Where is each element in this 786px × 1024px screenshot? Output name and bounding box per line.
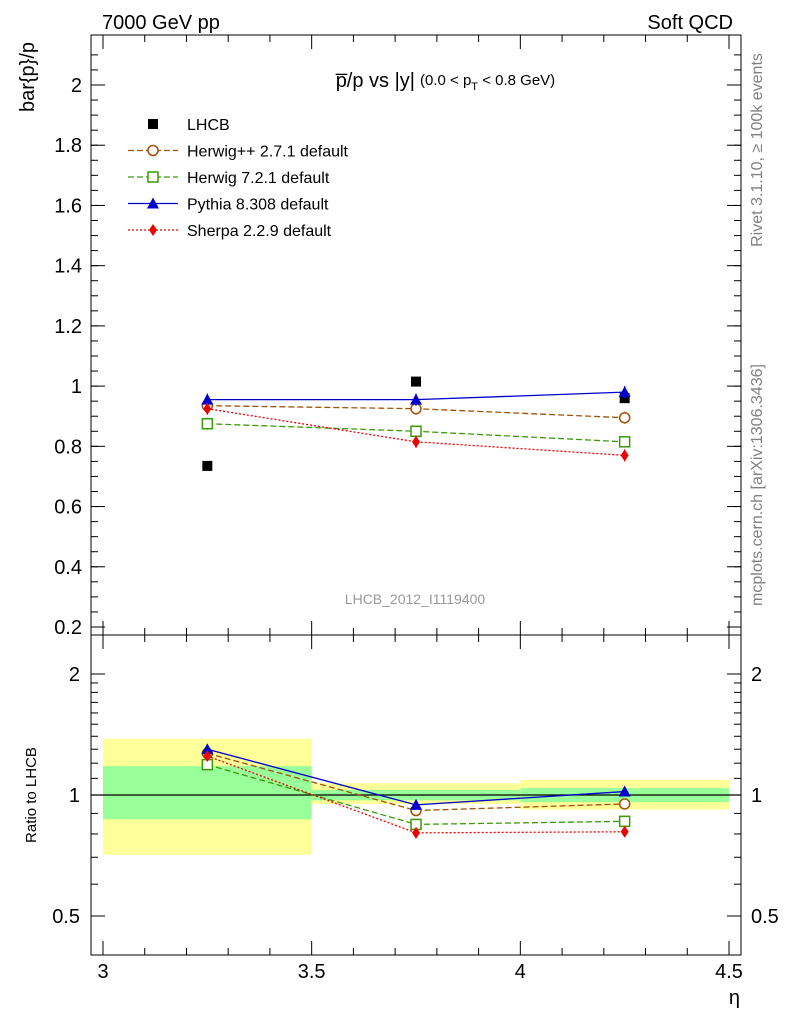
legend-label-herwig7: Herwig 7.2.1 default — [187, 170, 330, 187]
header-left-label: 7000 GeV pp — [102, 12, 220, 34]
data-point-herwig7 — [410, 425, 422, 438]
ratio-band-inner — [103, 766, 312, 820]
legend-label-herwigpp: Herwig++ 2.7.1 default — [187, 144, 349, 161]
x-tick-label: 4 — [515, 961, 526, 983]
data-point-herwig7 — [201, 418, 214, 430]
ratio-y-tick-label-right: 0.5 — [751, 906, 779, 928]
ratio-axis-ticks: 0.5 0.5 1 1 2 2 3 3.5 4 4.5 — [52, 635, 779, 983]
ratio-point-herwig7 — [618, 815, 631, 828]
ratio-point-herwigpp — [618, 798, 631, 810]
legend-label-data: LHCB — [187, 117, 230, 134]
data-point-data — [202, 460, 213, 471]
y-tick-label: 1.2 — [54, 316, 82, 338]
main-y-axis-label: bar{p}/p — [17, 42, 39, 112]
x-axis-label: η — [729, 987, 740, 1009]
data-point-pythia — [201, 393, 214, 405]
y-tick-label: 1.6 — [54, 195, 82, 217]
legend-label-pythia: Pythia 8.308 default — [187, 197, 329, 214]
data-point-pythia — [618, 386, 631, 398]
y-tick-label: 0.4 — [54, 557, 82, 579]
main-title-kinematic-range: (0.0 < pT < 0.8 GeV) — [420, 72, 555, 93]
y-tick-label: 0.6 — [54, 497, 82, 519]
ratio-point-sherpa — [412, 826, 420, 839]
mcplots-reference-label: mcplots.cern.ch [arXiv:1306.3436] — [749, 364, 766, 606]
ratio-point-pythia — [201, 743, 214, 755]
legend-marker-herwig7 — [147, 171, 159, 183]
ratio-data-layer — [201, 743, 631, 839]
main-axis-ticks: 0.2 0.4 0.6 0.8 1 1.2 1.4 1.6 1.8 2 — [54, 35, 741, 639]
y-tick-label: 2 — [71, 75, 82, 97]
ratio-point-sherpa — [203, 750, 212, 763]
ratio-line-sherpa — [207, 755, 625, 834]
y-tick-label: 1.4 — [54, 256, 82, 278]
y-tick-label: 0.2 — [54, 617, 82, 639]
legend-marker-pythia — [147, 197, 159, 209]
y-tick-label: 0.8 — [54, 436, 82, 458]
legend-marker-sherpa — [149, 224, 157, 236]
header-right-label: Soft QCD — [647, 12, 733, 34]
ratio-y-tick-label-left: 0.5 — [52, 906, 80, 928]
ratio-y-tick-label-left: 1 — [69, 785, 80, 807]
x-tick-label: 4.5 — [715, 961, 743, 983]
legend-label-sherpa: Sherpa 2.2.9 default — [187, 223, 332, 240]
main-panel: 0.2 0.4 0.6 0.8 1 1.2 1.4 1.6 1.8 2 bar{p}/p p̅/p… — [17, 34, 742, 639]
data-point-sherpa — [620, 449, 629, 462]
data-point-sherpa — [203, 402, 212, 415]
data-point-sherpa — [412, 435, 420, 448]
ratio-point-sherpa — [620, 825, 629, 838]
rivet-version-label: Rivet 3.1.10, ≥ 100k events — [749, 53, 766, 247]
data-point-herwig7 — [618, 436, 631, 448]
main-data-layer — [201, 376, 631, 471]
ratio-y-tick-label-left: 2 — [69, 664, 80, 686]
ratio-panel: 0.5 0.5 1 1 2 2 3 3.5 4 4.5 Ratio to LHCB η — [23, 634, 779, 1009]
ratio-point-pythia — [618, 785, 631, 797]
ratio-point-pythia — [410, 798, 422, 810]
ratio-y-axis-label: Ratio to LHCB — [23, 747, 40, 843]
data-point-herwigpp — [618, 411, 631, 424]
ratio-y-tick-label-right: 1 — [751, 785, 762, 807]
x-tick-label: 3 — [97, 961, 108, 983]
data-point-data — [411, 376, 421, 387]
y-tick-label: 1.8 — [54, 135, 82, 157]
y-tick-label: 1 — [71, 376, 82, 398]
legend-marker-herwigpp — [147, 144, 159, 157]
x-tick-label: 3.5 — [298, 961, 326, 983]
analysis-watermark: LHCB_2012_I1119400 — [345, 591, 486, 607]
legend: LHCB Herwig++ 2.7.1 default Herwig 7.2.1 d… — [128, 117, 349, 240]
main-title: p̅/p vs |y| — [336, 70, 415, 92]
legend-marker-data — [148, 119, 158, 129]
ratio-y-tick-label-right: 2 — [751, 664, 762, 686]
data-point-pythia — [410, 393, 422, 405]
